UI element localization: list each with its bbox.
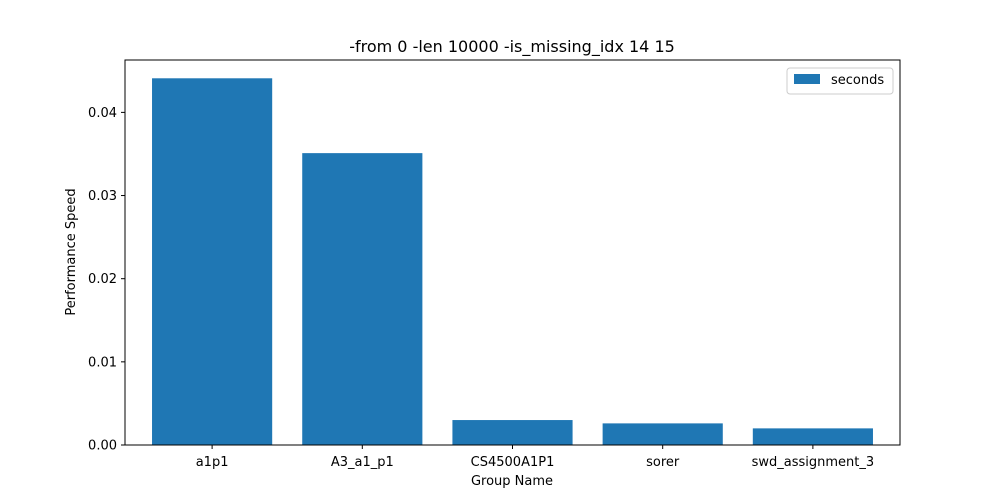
bar-a1p1 (152, 78, 273, 445)
y-tick-label: 0.04 (88, 106, 117, 121)
y-tick-label: 0.01 (88, 355, 117, 370)
y-axis: 0.00 0.01 0.02 0.03 0.04 (88, 106, 125, 454)
x-tick-label: a1p1 (196, 455, 229, 470)
x-tick-label: CS4500A1P1 (471, 455, 555, 470)
chart-title: -from 0 -len 10000 -is_missing_idx 14 15 (349, 37, 675, 57)
y-tick-label: 0.03 (88, 189, 117, 204)
bar-CS4500A1P1 (452, 420, 573, 445)
x-axis-label: Group Name (471, 474, 553, 489)
legend-label: seconds (831, 73, 884, 88)
bars-layer (152, 78, 873, 445)
y-tick-label: 0.00 (88, 439, 117, 454)
y-tick-label: 0.02 (88, 272, 117, 287)
bar-A3_a1_p1 (302, 153, 423, 445)
plot-frame (124, 59, 901, 446)
y-axis-label: Performance Speed (64, 188, 79, 315)
legend: seconds (786, 67, 894, 95)
x-tick-label: swd_assignment_3 (752, 455, 875, 470)
x-tick-label: sorer (646, 455, 680, 470)
bar-swd_assignment_3 (752, 428, 873, 445)
x-tick-label: A3_a1_p1 (331, 455, 394, 470)
x-axis: a1p1 A3_a1_p1 CS4500A1P1 sorer swd_assignmen… (196, 445, 874, 470)
legend-swatch (794, 74, 820, 84)
bar-sorer (602, 423, 723, 445)
